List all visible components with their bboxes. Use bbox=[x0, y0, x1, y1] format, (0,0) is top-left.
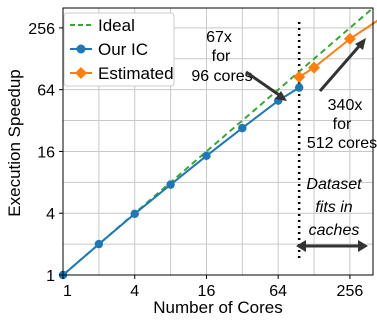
y-axis-label: Execution Speedup bbox=[5, 69, 24, 216]
y-tick-label: 256 bbox=[28, 21, 55, 38]
data-point-our-ic bbox=[94, 239, 104, 249]
x-axis-label: Number of Cores bbox=[153, 298, 282, 317]
x-tick-label: 4 bbox=[130, 283, 139, 300]
grid bbox=[62, 8, 373, 276]
legend-ideal-label: Ideal bbox=[98, 16, 135, 35]
annotation-region-line1: Dataset bbox=[306, 176, 362, 193]
data-point-our-ic bbox=[294, 83, 304, 92]
data-point-our-ic bbox=[202, 151, 211, 161]
series-layer bbox=[58, 7, 377, 280]
legend-ouric-label: Our IC bbox=[98, 40, 148, 59]
series-line-estimated bbox=[298, 19, 377, 78]
annotation-region-line2: fits in bbox=[315, 199, 352, 216]
legend-estimated-marker bbox=[75, 67, 87, 79]
data-point-our-ic bbox=[130, 209, 139, 218]
x-tick-label: 16 bbox=[198, 283, 216, 300]
legend-estimated-label: Estimated bbox=[98, 64, 174, 83]
data-point-our-ic bbox=[166, 180, 175, 189]
tick-labels: 1 4 16 64 256 1 4 16 64 256 bbox=[28, 21, 363, 300]
y-tick-label: 1 bbox=[46, 268, 55, 285]
series-line-our-ic bbox=[62, 86, 300, 276]
legend: Ideal Our IC Estimated bbox=[63, 12, 175, 87]
annotation-right-line3: 512 cores bbox=[307, 135, 377, 152]
region-arrowhead-right bbox=[358, 240, 368, 252]
x-tick-label: 1 bbox=[63, 283, 72, 300]
annotation-right-arrowhead bbox=[355, 38, 366, 50]
annotation-right-line1: 340x bbox=[328, 97, 363, 114]
annotations: 67x for 96 cores 340x for 512 cores Data… bbox=[191, 29, 377, 252]
plot-frame bbox=[62, 7, 374, 276]
data-point-estimated bbox=[308, 61, 321, 74]
annotation-left-line1: 67x bbox=[206, 29, 232, 46]
legend-box bbox=[63, 12, 175, 87]
x-tick-label: 256 bbox=[337, 283, 364, 300]
annotation-left-line3: 96 cores bbox=[191, 68, 252, 85]
annotation-left-arrow bbox=[245, 70, 283, 99]
annotation-left-arrowhead bbox=[275, 91, 287, 101]
data-point-estimated bbox=[293, 71, 306, 84]
y-tick-label: 4 bbox=[46, 206, 55, 223]
annotation-right-arrow bbox=[318, 43, 363, 92]
annotation-region-line3: caches bbox=[309, 222, 360, 239]
series-line-ideal bbox=[62, 7, 374, 276]
y-tick-label: 16 bbox=[37, 144, 55, 161]
legend-ouric-marker bbox=[76, 44, 86, 54]
data-point-estimated bbox=[343, 32, 356, 45]
annotation-left-line2: for bbox=[212, 48, 231, 65]
y-tick-label: 64 bbox=[37, 83, 55, 100]
annotation-right-line2: for bbox=[333, 116, 352, 133]
data-point-our-ic bbox=[238, 123, 247, 133]
region-arrowhead-left bbox=[296, 240, 306, 252]
x-tick-label: 64 bbox=[269, 283, 287, 300]
